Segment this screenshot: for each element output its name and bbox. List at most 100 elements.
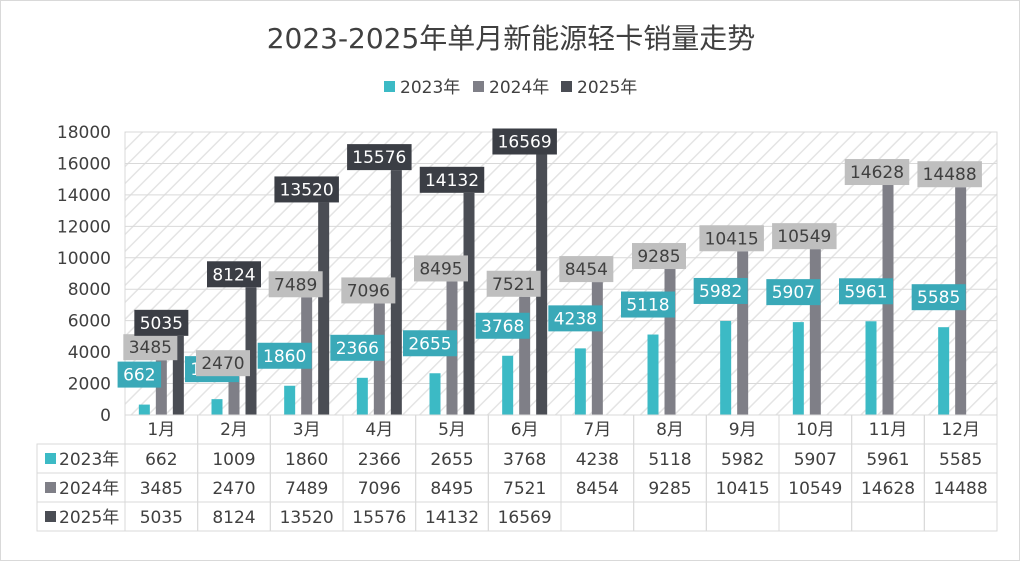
table-value: 8495 bbox=[430, 479, 473, 499]
bar bbox=[172, 335, 184, 415]
table-value: 8454 bbox=[576, 479, 619, 499]
table-value: 7096 bbox=[358, 479, 401, 499]
data-label-box bbox=[274, 176, 339, 203]
data-label: 15576 bbox=[352, 148, 406, 168]
bar bbox=[390, 170, 402, 415]
y-tick-label: 4000 bbox=[68, 343, 111, 363]
data-label: 662 bbox=[123, 366, 155, 386]
data-label: 2470 bbox=[201, 354, 244, 374]
table-value: 7489 bbox=[285, 479, 328, 499]
table-cell bbox=[633, 501, 707, 532]
table-value: 5585 bbox=[939, 450, 982, 470]
data-label-box bbox=[492, 128, 557, 155]
legend: 2023年 2024年 2025年 bbox=[384, 78, 637, 98]
data-label: 7096 bbox=[347, 281, 390, 301]
data-label-box bbox=[559, 256, 614, 283]
data-label-box bbox=[414, 255, 468, 282]
table-value: 7521 bbox=[503, 479, 546, 499]
table-value: 13520 bbox=[280, 508, 334, 528]
table-cell bbox=[705, 501, 780, 532]
table-cell bbox=[923, 501, 998, 532]
bar bbox=[591, 282, 603, 415]
data-label-box bbox=[134, 309, 189, 336]
data-label: 10549 bbox=[777, 227, 831, 247]
data-label-box bbox=[844, 159, 910, 186]
chart-title: 2023-2025年单月新能源轻卡销量走势 bbox=[267, 22, 756, 55]
legend-swatch bbox=[473, 81, 484, 92]
bar bbox=[318, 202, 330, 415]
table-value: 14488 bbox=[934, 479, 988, 499]
table-cell bbox=[560, 501, 635, 532]
data-labels: 6621009186023662655376842385118598259075… bbox=[117, 128, 982, 388]
table-value: 10415 bbox=[716, 479, 770, 499]
legend-label: 2023年 bbox=[400, 78, 460, 98]
table-value: 5035 bbox=[140, 508, 183, 528]
bar bbox=[463, 192, 475, 415]
data-label: 14132 bbox=[425, 171, 479, 191]
data-label-box bbox=[839, 278, 893, 305]
table-value: 3485 bbox=[140, 479, 183, 499]
bar bbox=[720, 320, 732, 415]
data-label: 3768 bbox=[481, 317, 524, 337]
category-label: 2月 bbox=[220, 420, 248, 440]
data-label: 4238 bbox=[554, 309, 597, 329]
category-label: 9月 bbox=[729, 420, 757, 440]
data-label: 14488 bbox=[923, 165, 977, 185]
table-value: 16569 bbox=[498, 508, 552, 528]
data-label-box bbox=[419, 166, 485, 193]
y-tick-label: 12000 bbox=[57, 217, 111, 237]
table-value: 2470 bbox=[212, 479, 255, 499]
data-label: 13520 bbox=[280, 180, 334, 200]
data-label: 8495 bbox=[419, 259, 462, 279]
table-value: 1009 bbox=[212, 450, 255, 470]
data-label: 5585 bbox=[917, 288, 960, 308]
data-label: 5907 bbox=[772, 283, 815, 303]
bar bbox=[809, 249, 821, 415]
data-label: 2655 bbox=[408, 334, 451, 354]
table-cell bbox=[778, 501, 853, 532]
data-label-box bbox=[117, 361, 162, 388]
data-label-box bbox=[766, 279, 821, 306]
bar bbox=[245, 287, 257, 415]
bar bbox=[938, 327, 950, 415]
data-label-box bbox=[632, 243, 686, 270]
bar bbox=[574, 348, 586, 415]
data-label-box bbox=[347, 144, 412, 171]
category-label: 11月 bbox=[869, 420, 908, 440]
table-value: 5118 bbox=[648, 450, 691, 470]
category-label: 7月 bbox=[583, 420, 611, 440]
data-label: 5118 bbox=[626, 296, 669, 316]
bar bbox=[865, 321, 877, 415]
y-axis-ticks: 0 2000 4000 6000 8000 10000 12000 14000 16000 180… bbox=[57, 123, 111, 426]
table-legend-swatch bbox=[45, 511, 56, 522]
data-label: 14628 bbox=[850, 163, 904, 183]
table-value: 10549 bbox=[788, 479, 842, 499]
table-value: 2366 bbox=[358, 450, 401, 470]
table-value: 14628 bbox=[861, 479, 915, 499]
bar bbox=[138, 404, 150, 415]
table-value: 14132 bbox=[425, 508, 479, 528]
y-tick-label: 2000 bbox=[68, 375, 111, 395]
y-tick-label: 6000 bbox=[68, 312, 111, 332]
data-label-box bbox=[341, 277, 396, 304]
y-tick-label: 10000 bbox=[57, 249, 111, 269]
data-label-box bbox=[621, 291, 675, 318]
data-label: 8124 bbox=[212, 265, 255, 285]
bar bbox=[284, 385, 296, 415]
category-label: 8月 bbox=[656, 420, 684, 440]
data-label-box bbox=[403, 330, 457, 357]
y-tick-label: 16000 bbox=[57, 154, 111, 174]
table-value: 5982 bbox=[721, 450, 764, 470]
data-label-box bbox=[699, 225, 764, 252]
table-legend-swatch bbox=[45, 482, 56, 493]
data-label-box bbox=[917, 161, 982, 188]
data-label: 16569 bbox=[498, 132, 552, 152]
table-legend-swatch bbox=[45, 453, 56, 464]
category-label: 10月 bbox=[796, 420, 835, 440]
data-label: 7489 bbox=[274, 275, 317, 295]
legend-swatch bbox=[384, 81, 395, 92]
data-label: 5035 bbox=[140, 314, 183, 334]
data-label-box bbox=[772, 223, 837, 250]
